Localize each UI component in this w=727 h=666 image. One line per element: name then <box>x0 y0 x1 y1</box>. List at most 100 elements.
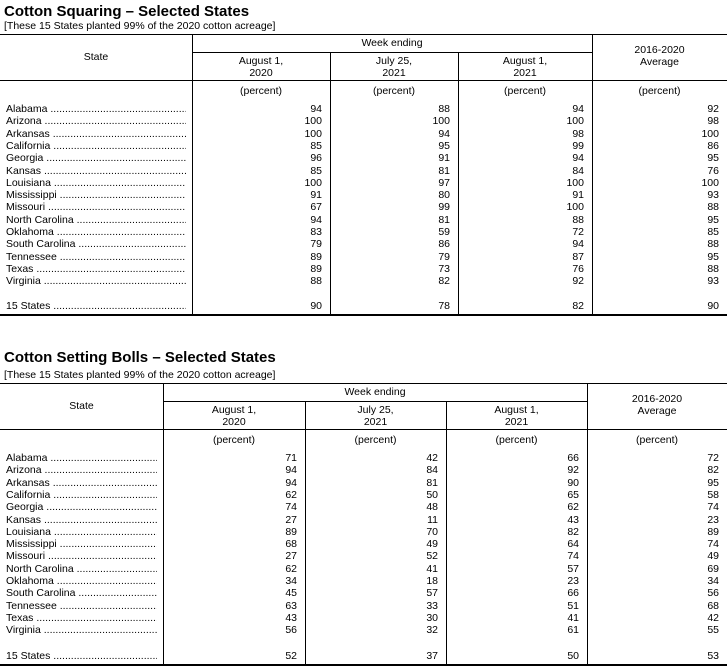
table-bottom-border <box>0 314 727 316</box>
value-cell: 100 <box>566 176 584 189</box>
value-cell: 68 <box>285 538 297 551</box>
value-cell: 94 <box>285 476 297 489</box>
state-label: California <box>6 139 51 152</box>
data-table: State Week ending August 1, 2020 (percent) J… <box>0 34 727 316</box>
value-cell: 86 <box>438 238 450 251</box>
state-label: Georgia <box>6 501 44 514</box>
leader-dots: ........................................… <box>78 587 157 600</box>
value-cell: 81 <box>426 476 438 489</box>
state-name: Arizona ................................… <box>6 464 157 476</box>
leader-dots: ........................................… <box>50 452 157 464</box>
leader-dots: ........................................… <box>53 176 186 189</box>
value-cell: 89 <box>707 525 719 538</box>
leader-dots: ........................................… <box>52 127 186 140</box>
leader-dots: ........................................… <box>43 624 157 637</box>
state-label: Georgia <box>6 152 44 165</box>
value-cell: 42 <box>426 452 438 464</box>
state-label: Alabama <box>6 452 48 464</box>
state-label: North Carolina <box>6 213 74 226</box>
value-cell: 80 <box>438 189 450 202</box>
value-cell: 52 <box>426 550 438 563</box>
table-bottom-border <box>0 664 727 666</box>
value-cell: 94 <box>572 103 584 115</box>
value-cell: 95 <box>707 152 719 165</box>
column-header: 2016-2020 Average <box>631 393 683 417</box>
leader-dots: ........................................… <box>53 300 186 312</box>
value-cell: 48 <box>426 501 438 514</box>
leader-dots: ........................................… <box>50 103 186 115</box>
value-cell: 49 <box>707 550 719 563</box>
table-subtitle: [These 15 States planted 99% of the 2020… <box>4 20 276 32</box>
state-label: Texas <box>6 262 34 275</box>
value-cell: 30 <box>426 611 438 624</box>
state-label: North Carolina <box>6 562 74 575</box>
leader-dots: ........................................… <box>53 525 157 538</box>
value-cell: 51 <box>567 599 579 612</box>
value-cell: 62 <box>567 501 579 514</box>
state-name: North Carolina .........................… <box>6 563 157 575</box>
state-label: 15 States <box>6 300 51 312</box>
table-title: Cotton Squaring – Selected States <box>4 3 250 20</box>
value-cell: 100 <box>701 127 719 140</box>
table-subtitle: [These 15 States planted 99% of the 2020… <box>4 369 276 381</box>
leader-dots: ........................................… <box>59 189 186 202</box>
value-cell: 52 <box>285 650 297 662</box>
state-name: Kansas .................................… <box>6 514 157 526</box>
value-cell: 56 <box>707 587 719 600</box>
value-cell: 55 <box>707 624 719 637</box>
value-cell: 33 <box>426 599 438 612</box>
state-name: Arkansas ...............................… <box>6 128 186 140</box>
state-name: Virginia ...............................… <box>6 275 186 287</box>
data-table: State Week ending August 1, 2020 (percent) J… <box>0 383 727 666</box>
value-cell: 92 <box>572 275 584 288</box>
value-cell: 34 <box>285 575 297 587</box>
value-cell: 57 <box>426 587 438 600</box>
value-cell: 63 <box>285 599 297 612</box>
state-label: Alabama <box>6 103 48 115</box>
value-cell: 99 <box>438 201 450 214</box>
value-cell: 100 <box>701 176 719 189</box>
state-label: Oklahoma <box>6 226 54 238</box>
column-header: 2016-2020 Average <box>634 44 685 68</box>
state-name: Mississippi ............................… <box>6 189 186 201</box>
value-cell: 88 <box>310 275 322 288</box>
value-cell: 27 <box>285 550 297 563</box>
state-label: Louisiana <box>6 525 51 538</box>
value-cell: 100 <box>432 115 450 128</box>
value-cell: 90 <box>567 476 579 489</box>
state-name: California .............................… <box>6 489 157 501</box>
leader-dots: ........................................… <box>59 599 157 612</box>
value-cell: 98 <box>572 127 584 140</box>
value-cell: 45 <box>285 587 297 600</box>
value-cell: 91 <box>572 189 584 202</box>
state-name: Arizona ................................… <box>6 115 186 127</box>
leader-dots: ........................................… <box>36 611 157 624</box>
leader-dots: ........................................… <box>76 562 157 575</box>
value-cell: 95 <box>707 476 719 489</box>
unit-label: (percent) <box>495 434 538 446</box>
leader-dots: ........................................… <box>53 650 157 662</box>
column-divider <box>192 34 193 314</box>
value-cell: 66 <box>567 452 579 464</box>
state-name: Arkansas ...............................… <box>6 477 157 489</box>
value-cell: 27 <box>285 513 297 526</box>
column-divider <box>458 52 459 314</box>
state-name: Oklahoma ...............................… <box>6 226 186 238</box>
value-cell: 74 <box>707 501 719 514</box>
column-divider <box>163 383 164 664</box>
value-cell: 34 <box>707 575 719 587</box>
value-cell: 42 <box>707 611 719 624</box>
state-name: Virginia ...............................… <box>6 624 157 636</box>
state-label: Arkansas <box>6 127 50 140</box>
state-header: State <box>69 400 94 412</box>
value-cell: 94 <box>572 152 584 165</box>
value-cell: 66 <box>567 587 579 600</box>
value-cell: 90 <box>707 300 719 312</box>
value-cell: 23 <box>567 575 579 587</box>
leader-dots: ........................................… <box>78 238 186 251</box>
state-name: Alabama ................................… <box>6 452 157 464</box>
leader-dots: ........................................… <box>56 575 157 587</box>
leader-dots: ........................................… <box>53 139 186 152</box>
value-cell: 62 <box>285 488 297 501</box>
value-cell: 94 <box>438 127 450 140</box>
